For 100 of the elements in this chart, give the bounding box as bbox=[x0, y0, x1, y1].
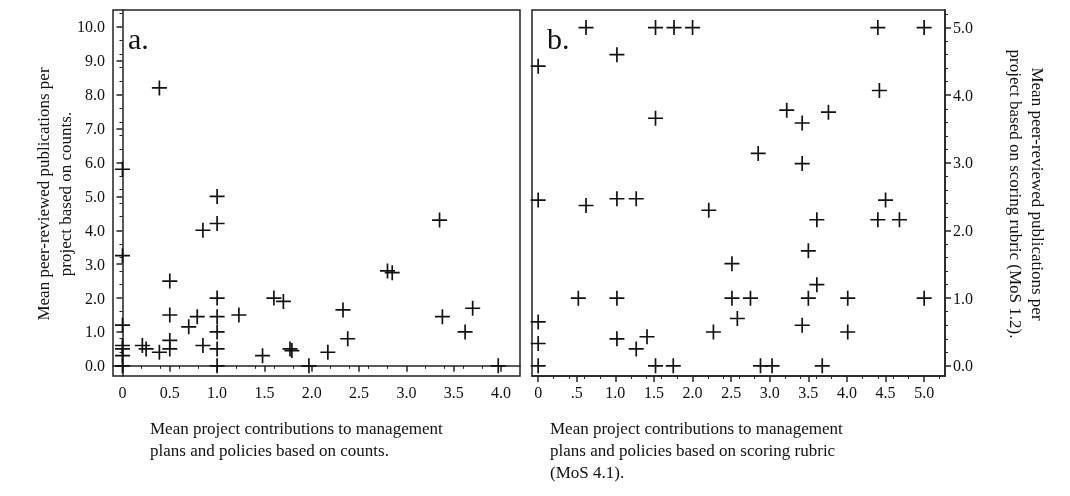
y2-tick-label: 1.0 bbox=[953, 289, 973, 307]
y2-tick-label: 0.0 bbox=[953, 357, 973, 375]
point bbox=[209, 188, 225, 204]
point bbox=[820, 104, 836, 120]
point bbox=[266, 290, 282, 306]
point bbox=[189, 309, 205, 325]
x-tick-label: 2.0 bbox=[301, 383, 322, 401]
point bbox=[195, 338, 211, 353]
point bbox=[530, 58, 546, 74]
point bbox=[434, 309, 450, 325]
point bbox=[209, 341, 225, 357]
x-tick-label: 1.0 bbox=[207, 383, 228, 401]
point bbox=[916, 20, 932, 36]
point bbox=[666, 20, 682, 36]
x-tick-label: 4.5 bbox=[875, 383, 896, 401]
point bbox=[195, 222, 211, 238]
point bbox=[628, 341, 644, 357]
point bbox=[457, 324, 473, 340]
chart-title: a. bbox=[128, 21, 149, 55]
point bbox=[209, 358, 225, 374]
point bbox=[794, 115, 810, 131]
point bbox=[530, 336, 546, 352]
point bbox=[729, 311, 745, 326]
point bbox=[340, 331, 356, 347]
point bbox=[628, 191, 644, 207]
x-tick-label: 1.5 bbox=[254, 383, 275, 401]
point bbox=[742, 290, 758, 306]
x-tick-label: 4.0 bbox=[836, 383, 857, 401]
point bbox=[209, 324, 225, 340]
point bbox=[384, 265, 400, 281]
point bbox=[162, 341, 178, 357]
point bbox=[255, 348, 271, 364]
point bbox=[181, 319, 197, 335]
y-tick-label: 6.0 bbox=[85, 154, 105, 171]
y-tick-label: 2.0 bbox=[85, 289, 105, 307]
point bbox=[231, 307, 247, 323]
point bbox=[609, 47, 625, 63]
point bbox=[530, 358, 546, 374]
point bbox=[609, 331, 625, 347]
point bbox=[648, 110, 664, 126]
point bbox=[779, 102, 795, 118]
y-tick-label: 3.0 bbox=[85, 255, 105, 273]
point bbox=[701, 202, 717, 218]
point bbox=[114, 161, 130, 177]
point bbox=[578, 198, 594, 214]
x-axis-title: Mean project contributions to management plans and policies based on scoring rubric (MoS 4.1). bbox=[550, 418, 844, 484]
point bbox=[794, 156, 810, 172]
point bbox=[530, 314, 546, 330]
x-tick-label: 0 bbox=[534, 383, 543, 401]
point bbox=[878, 192, 894, 208]
y-tick-label: 10.0 bbox=[77, 18, 105, 36]
point bbox=[794, 317, 810, 333]
y2-tick-label: 2.0 bbox=[953, 222, 973, 240]
chart-title: b. bbox=[547, 21, 570, 55]
y-tick-label: 1.0 bbox=[85, 323, 105, 341]
point bbox=[151, 344, 167, 360]
point bbox=[114, 358, 130, 374]
point bbox=[209, 290, 225, 306]
point bbox=[570, 290, 586, 306]
point bbox=[916, 290, 932, 306]
point bbox=[870, 20, 886, 36]
point bbox=[490, 358, 506, 374]
point bbox=[114, 317, 130, 333]
y-axis-title: Mean peer-reviewed publications per project based on counts. bbox=[33, 66, 76, 323]
point bbox=[724, 290, 740, 306]
point bbox=[209, 309, 225, 325]
x-tick-label: 1.5 bbox=[643, 383, 664, 401]
point bbox=[705, 324, 721, 340]
point bbox=[814, 358, 830, 374]
y2-tick-label: 4.0 bbox=[953, 86, 973, 104]
point bbox=[609, 191, 625, 207]
point bbox=[648, 358, 664, 374]
y-tick-label: 8.0 bbox=[85, 86, 105, 104]
point bbox=[764, 358, 780, 374]
x-tick-label: 2.5 bbox=[349, 383, 370, 401]
point bbox=[665, 358, 681, 374]
y-tick-label: 4.0 bbox=[85, 221, 105, 239]
point bbox=[891, 212, 907, 228]
point bbox=[530, 192, 546, 208]
x-tick-label: 3.0 bbox=[396, 383, 417, 401]
point bbox=[335, 302, 351, 318]
point bbox=[301, 358, 317, 374]
point bbox=[465, 300, 481, 316]
point bbox=[639, 329, 655, 345]
y-tick-label: 5.0 bbox=[85, 187, 105, 205]
x-tick-label: 2.0 bbox=[682, 383, 703, 401]
point bbox=[809, 277, 825, 293]
x-tick-label: 5.0 bbox=[914, 383, 935, 401]
point bbox=[870, 212, 886, 228]
point bbox=[840, 290, 856, 306]
x-tick-label: 0.5 bbox=[159, 383, 180, 401]
point bbox=[151, 80, 167, 96]
x-tick-label: 3.5 bbox=[798, 383, 819, 401]
point bbox=[800, 243, 816, 259]
x-tick-label: 3.5 bbox=[443, 383, 464, 401]
point bbox=[162, 307, 178, 323]
y2-tick-label: 5.0 bbox=[953, 19, 973, 37]
point bbox=[809, 212, 825, 228]
point bbox=[162, 273, 178, 289]
point bbox=[609, 290, 625, 306]
